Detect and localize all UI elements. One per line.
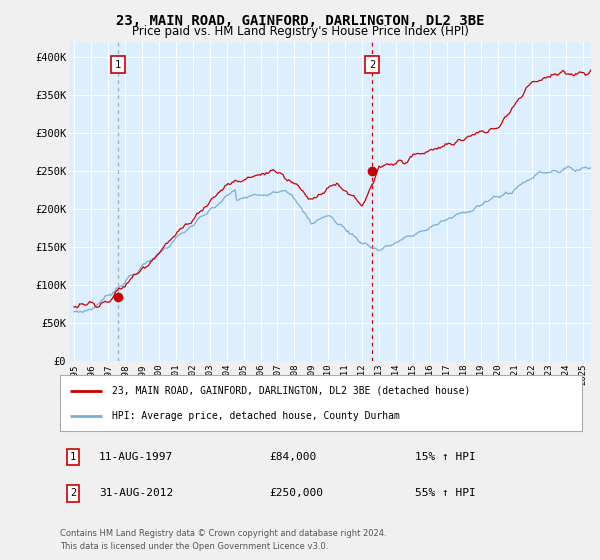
Text: £84,000: £84,000 bbox=[269, 452, 316, 462]
Text: 23, MAIN ROAD, GAINFORD, DARLINGTON, DL2 3BE (detached house): 23, MAIN ROAD, GAINFORD, DARLINGTON, DL2… bbox=[112, 386, 470, 396]
Text: 23, MAIN ROAD, GAINFORD, DARLINGTON, DL2 3BE: 23, MAIN ROAD, GAINFORD, DARLINGTON, DL2… bbox=[116, 14, 484, 28]
Text: Price paid vs. HM Land Registry's House Price Index (HPI): Price paid vs. HM Land Registry's House … bbox=[131, 25, 469, 38]
Text: £250,000: £250,000 bbox=[269, 488, 323, 498]
Text: HPI: Average price, detached house, County Durham: HPI: Average price, detached house, Coun… bbox=[112, 410, 400, 421]
Text: 15% ↑ HPI: 15% ↑ HPI bbox=[415, 452, 476, 462]
Text: 2: 2 bbox=[70, 488, 76, 498]
Text: 31-AUG-2012: 31-AUG-2012 bbox=[99, 488, 173, 498]
Text: 55% ↑ HPI: 55% ↑ HPI bbox=[415, 488, 476, 498]
Text: 1: 1 bbox=[70, 452, 76, 462]
Text: 2: 2 bbox=[369, 60, 375, 70]
Text: 11-AUG-1997: 11-AUG-1997 bbox=[99, 452, 173, 462]
Text: This data is licensed under the Open Government Licence v3.0.: This data is licensed under the Open Gov… bbox=[60, 542, 328, 550]
Text: 1: 1 bbox=[115, 60, 121, 70]
Text: Contains HM Land Registry data © Crown copyright and database right 2024.: Contains HM Land Registry data © Crown c… bbox=[60, 529, 386, 538]
